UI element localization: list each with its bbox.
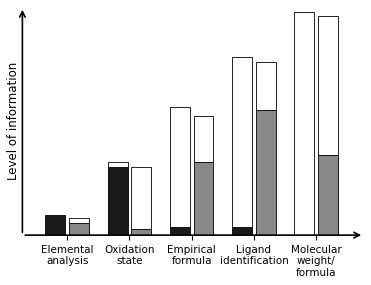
Bar xyxy=(131,229,151,235)
Bar xyxy=(318,16,338,155)
Bar xyxy=(69,218,89,223)
Bar xyxy=(108,167,128,235)
Bar xyxy=(69,223,89,235)
Bar xyxy=(45,215,65,235)
Bar xyxy=(170,227,190,235)
Bar xyxy=(194,117,213,162)
Bar xyxy=(108,162,128,167)
Bar xyxy=(318,155,338,235)
Bar xyxy=(232,227,252,235)
Bar xyxy=(170,107,190,227)
Bar xyxy=(256,62,276,110)
Bar xyxy=(194,162,213,235)
Bar xyxy=(256,110,276,235)
Bar xyxy=(294,11,314,235)
Bar xyxy=(131,167,151,229)
Bar xyxy=(232,57,252,227)
Y-axis label: Level of information: Level of information xyxy=(7,62,20,180)
